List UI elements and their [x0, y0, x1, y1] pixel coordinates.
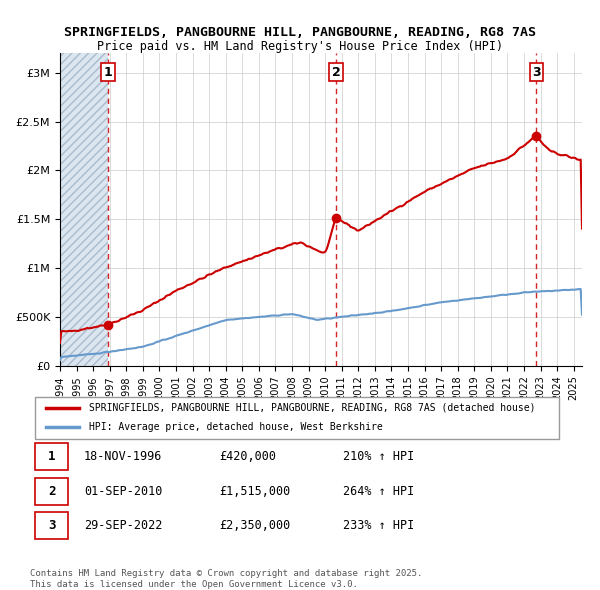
Text: SPRINGFIELDS, PANGBOURNE HILL, PANGBOURNE, READING, RG8 7AS (detached house): SPRINGFIELDS, PANGBOURNE HILL, PANGBOURN… — [89, 403, 536, 412]
FancyBboxPatch shape — [35, 396, 559, 439]
FancyBboxPatch shape — [35, 512, 68, 539]
Text: £2,350,000: £2,350,000 — [219, 519, 290, 532]
Text: 29-SEP-2022: 29-SEP-2022 — [84, 519, 163, 532]
Text: £1,515,000: £1,515,000 — [219, 484, 290, 498]
Text: 2: 2 — [48, 484, 55, 498]
Text: 18-NOV-1996: 18-NOV-1996 — [84, 450, 163, 463]
Text: 264% ↑ HPI: 264% ↑ HPI — [343, 484, 415, 498]
Text: 210% ↑ HPI: 210% ↑ HPI — [343, 450, 415, 463]
Text: £420,000: £420,000 — [219, 450, 276, 463]
Text: Price paid vs. HM Land Registry's House Price Index (HPI): Price paid vs. HM Land Registry's House … — [97, 40, 503, 53]
Text: 01-SEP-2010: 01-SEP-2010 — [84, 484, 163, 498]
Text: 3: 3 — [532, 65, 541, 78]
Text: 1: 1 — [48, 450, 55, 463]
Text: SPRINGFIELDS, PANGBOURNE HILL, PANGBOURNE, READING, RG8 7AS: SPRINGFIELDS, PANGBOURNE HILL, PANGBOURN… — [64, 26, 536, 39]
Text: 2: 2 — [332, 65, 341, 78]
Text: HPI: Average price, detached house, West Berkshire: HPI: Average price, detached house, West… — [89, 422, 383, 432]
Text: Contains HM Land Registry data © Crown copyright and database right 2025.
This d: Contains HM Land Registry data © Crown c… — [30, 569, 422, 589]
FancyBboxPatch shape — [35, 478, 68, 504]
Text: 233% ↑ HPI: 233% ↑ HPI — [343, 519, 415, 532]
FancyBboxPatch shape — [35, 443, 68, 470]
Text: 1: 1 — [103, 65, 112, 78]
Text: 3: 3 — [48, 519, 55, 532]
